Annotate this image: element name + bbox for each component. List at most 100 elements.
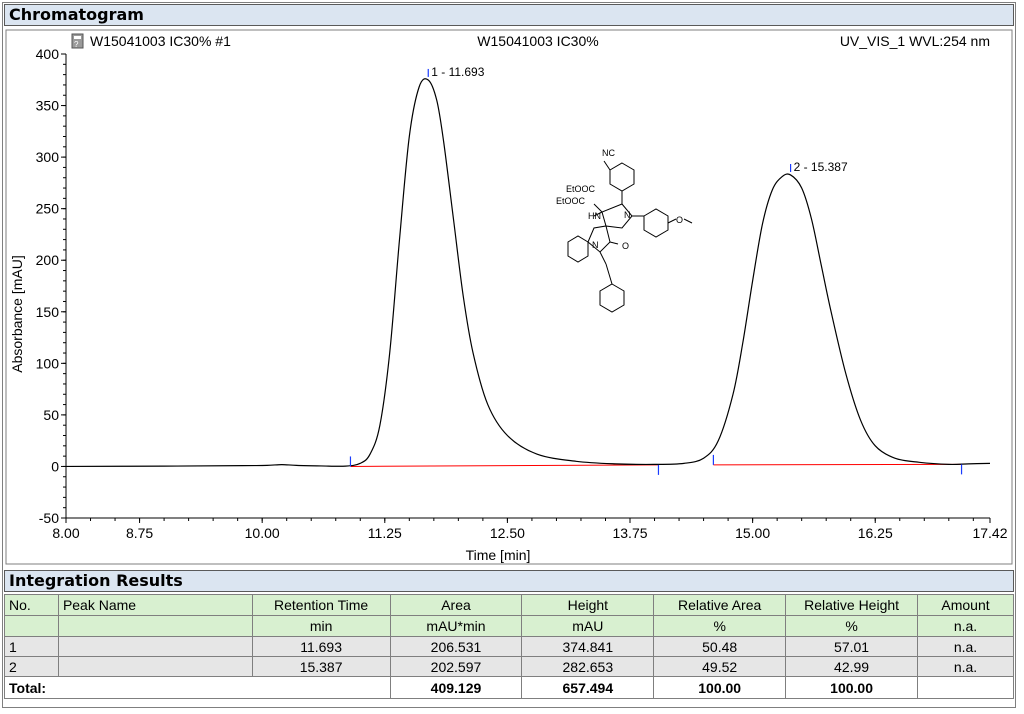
cell-relative-area: 49.52 [653, 656, 787, 677]
x-tick-label: 10.00 [245, 525, 280, 541]
baseline-line [350, 464, 659, 467]
table-total-row: Total: 409.129 657.494 100.00 100.00 [4, 676, 1014, 699]
sample-label: W15041003 IC30% #1 [90, 33, 231, 49]
baselines [350, 463, 962, 467]
cell-retention-time: 11.693 [251, 636, 391, 657]
units-area: mAU*min [389, 615, 523, 637]
structure-label: NC [602, 148, 615, 158]
chromatogram-section-header: Chromatogram [4, 4, 1014, 26]
integration-results-table: No. Peak Name Retention Time Area Height… [4, 594, 1014, 699]
structure-label: O [676, 215, 683, 225]
tick-labels: 400 350 300 250 200 150 100 50 0 -508.00 8.75 10.00… [36, 46, 1008, 541]
table-row: 1 11.693 206.531 374.841 50.48 57.01 n.a… [4, 636, 1014, 657]
chromatogram-section-title: Chromatogram [9, 5, 144, 24]
x-tick-label: 15.00 [735, 525, 770, 541]
cell-area: 202.597 [389, 656, 523, 677]
y-tick-label: 250 [36, 201, 60, 217]
y-tick-label: 150 [36, 304, 60, 320]
structure-label: N [624, 210, 631, 220]
peak-label: 1 - 11.693 [431, 65, 484, 79]
cell-retention-time: 15.387 [251, 656, 391, 677]
integration-ticks [349, 454, 963, 475]
series [65, 78, 991, 468]
cell-no: 2 [4, 656, 59, 677]
structure-label: HN [588, 211, 601, 221]
cell-area: 206.531 [389, 636, 523, 657]
table-row: 2 15.387 202.597 282.653 49.52 42.99 n.a… [4, 656, 1014, 677]
peak-label: 2 - 15.387 [794, 160, 848, 174]
baseline-line [713, 463, 962, 466]
axes [65, 54, 990, 519]
cell-peak-name [57, 636, 253, 657]
x-tick-label: 8.75 [126, 525, 153, 541]
x-tick-label: 13.75 [612, 525, 647, 541]
cell-no: 1 [4, 636, 59, 657]
header-peak-name: Peak Name [57, 594, 253, 616]
chart-title: W15041003 IC30% [477, 33, 598, 49]
y-tick-label: 100 [36, 355, 60, 371]
chemical-structure [567, 160, 693, 313]
header-no: No. [4, 594, 59, 616]
cell-peak-name [57, 656, 253, 677]
structure-label: O [622, 241, 629, 251]
y-tick-label: 400 [36, 46, 60, 62]
total-relative-height: 100.00 [785, 676, 919, 699]
y-tick-label: 350 [36, 98, 60, 114]
detector-label: UV_VIS_1 WVL:254 nm [840, 33, 990, 49]
chromatogram-trace [65, 78, 991, 468]
total-amount [917, 676, 1014, 699]
peak-markers: 1 - 11.693 2 - 15.387 [427, 65, 848, 174]
y-tick-label: -50 [39, 510, 59, 526]
structure-label: EtOOC [556, 196, 586, 206]
cell-amount: n.a. [917, 656, 1014, 677]
units-no [4, 615, 59, 637]
document-icon: ? [71, 33, 84, 49]
header-relative-height: Relative Height [785, 594, 919, 616]
cell-height: 282.653 [521, 656, 655, 677]
total-label: Total: [4, 676, 391, 699]
cell-amount: n.a. [917, 636, 1014, 657]
x-tick-label: 12.50 [490, 525, 525, 541]
chromatogram-svg: ? W15041003 IC30% #1 W15041003 IC30% UV_… [5, 29, 1013, 565]
cell-relative-area: 50.48 [653, 636, 787, 657]
units-amount: n.a. [917, 615, 1014, 637]
structure-label: N [592, 240, 599, 250]
table-header-row: No. Peak Name Retention Time Area Height… [4, 594, 1014, 616]
svg-text:?: ? [74, 40, 79, 49]
table-units-row: min mAU*min mAU % % n.a. [4, 615, 1014, 637]
y-tick-label: 50 [43, 407, 59, 423]
x-axis-label: Time [min] [466, 547, 531, 563]
header-amount: Amount [917, 594, 1014, 616]
y-tick-label: 200 [36, 252, 60, 268]
units-peak-name [57, 615, 253, 637]
x-tick-label: 8.00 [52, 525, 79, 541]
header-height: Height [521, 594, 655, 616]
integration-section-header: Integration Results [4, 570, 1014, 592]
units-height: mAU [521, 615, 655, 637]
y-tick-label: 0 [51, 458, 59, 474]
chart-border [5, 29, 1013, 565]
units-retention-time: min [251, 615, 391, 637]
chromatogram-chart: ? W15041003 IC30% #1 W15041003 IC30% UV_… [4, 28, 1014, 566]
total-height: 657.494 [521, 676, 655, 699]
units-relative-area: % [653, 615, 787, 637]
tick-marks [61, 53, 991, 523]
header-area: Area [389, 594, 523, 616]
header-retention-time: Retention Time [251, 594, 391, 616]
y-axis-label: Absorbance [mAU] [9, 255, 25, 373]
y-tick-label: 300 [36, 149, 60, 165]
x-tick-label: 17.42 [972, 525, 1007, 541]
x-tick-label: 16.25 [858, 525, 893, 541]
integration-section-title: Integration Results [9, 571, 183, 590]
cell-relative-height: 57.01 [785, 636, 919, 657]
cell-relative-height: 42.99 [785, 656, 919, 677]
total-relative-area: 100.00 [653, 676, 787, 699]
units-relative-height: % [785, 615, 919, 637]
header-relative-area: Relative Area [653, 594, 787, 616]
structure-label: EtOOC [566, 184, 596, 194]
report-frame [2, 2, 1016, 708]
cell-height: 374.841 [521, 636, 655, 657]
total-area: 409.129 [389, 676, 523, 699]
x-tick-label: 11.25 [368, 525, 402, 541]
